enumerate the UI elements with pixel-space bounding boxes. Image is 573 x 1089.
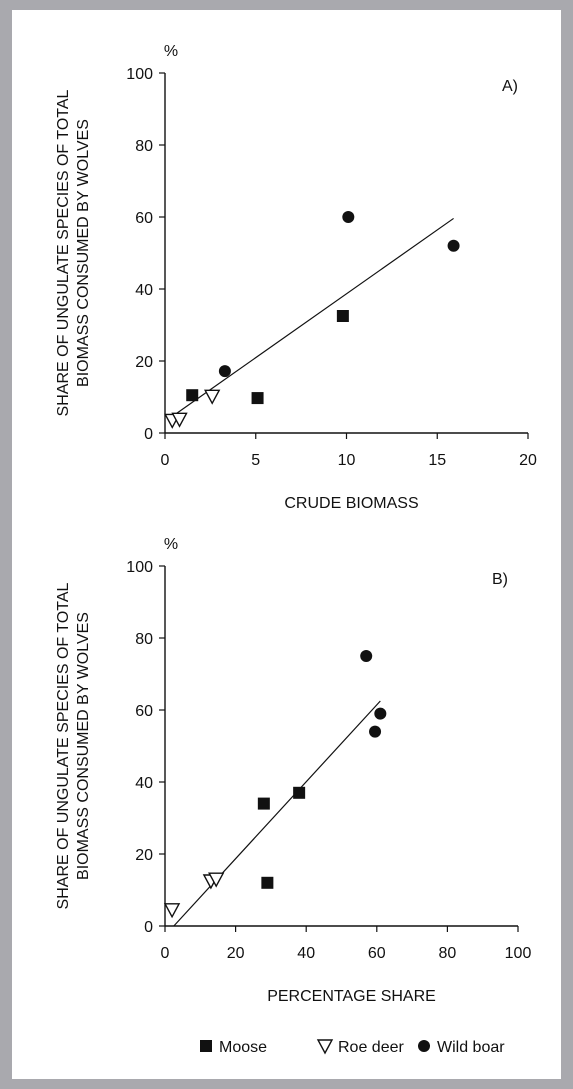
roe-deer-point <box>208 872 225 888</box>
y-tick-label: 80 <box>135 631 153 648</box>
x-axis-title: PERCENTAGE SHARE <box>267 988 436 1005</box>
y-tick-label: 40 <box>135 282 153 299</box>
y-tick-label: 0 <box>144 426 153 443</box>
legend-roe-deer-label: Roe deer <box>338 1039 404 1056</box>
panel-label: B) <box>492 571 508 588</box>
moose-point <box>186 389 199 402</box>
panel-b: 0 20 40 60 80 100 0 20 40 60 80 100% B) PERCENTAGE SH… <box>55 536 531 1005</box>
moose-point <box>336 310 349 322</box>
roe-deer-point <box>163 903 181 919</box>
y-tick-label: 20 <box>135 847 153 864</box>
y-tick-label: 100 <box>126 559 153 576</box>
panel-a: 0 20 40 60 80 100 0 5 10 15 20% A) CRUDE BIOMASS SHAR… <box>55 43 537 512</box>
y-tick-label: 20 <box>135 354 153 371</box>
wild-boar-point <box>218 365 231 378</box>
panel-label: A) <box>502 78 518 95</box>
y-unit-label: % <box>164 536 178 553</box>
x-tick-label: 5 <box>251 452 260 469</box>
y-axis-title: SHARE OF UNGULATE SPECIES OF TOTAL BIOMAS… <box>55 89 92 416</box>
y-tick-label: 80 <box>135 138 153 155</box>
y-tick-label: 40 <box>135 775 153 792</box>
x-tick-label: 0 <box>161 945 170 962</box>
wild-boar-point <box>369 725 382 738</box>
legend-wild-boar-marker <box>418 1040 430 1052</box>
roe-deer-point <box>171 412 188 428</box>
wild-boar-point <box>374 707 387 720</box>
y-axis-title-line: SHARE OF UNGULATE SPECIES OF TOTAL <box>55 582 72 909</box>
x-tick-label: 100 <box>505 945 532 962</box>
x-tick-label: 40 <box>297 945 315 962</box>
legend: Moose Roe deer Wild boar <box>200 1039 505 1056</box>
x-tick-label: 20 <box>227 945 245 962</box>
x-axis-title: CRUDE BIOMASS <box>284 495 418 512</box>
legend-moose-label: Moose <box>219 1039 267 1056</box>
legend-wild-boar-label: Wild boar <box>437 1039 505 1056</box>
x-tick-label: 10 <box>338 452 356 469</box>
moose-point <box>257 797 270 810</box>
legend-roe-deer-marker <box>316 1039 334 1055</box>
moose-point <box>293 786 306 799</box>
wild-boar-point <box>360 650 373 662</box>
y-axis-title-line: BIOMASS CONSUMED BY WOLVES <box>75 612 92 880</box>
wild-boar-point <box>447 239 460 252</box>
y-tick-label: 0 <box>144 919 153 936</box>
roe-deer-point <box>204 389 221 405</box>
x-tick-label: 60 <box>368 945 386 962</box>
y-tick-label: 100 <box>126 66 153 83</box>
x-tick-label: 80 <box>439 945 457 962</box>
wild-boar-point <box>342 211 355 223</box>
regression-line <box>173 700 381 927</box>
moose-point <box>251 392 264 405</box>
moose-point <box>261 876 274 889</box>
legend-moose-marker <box>200 1040 212 1052</box>
y-tick-label: 60 <box>135 703 153 720</box>
y-unit-label: % <box>164 43 178 60</box>
y-tick-label: 60 <box>135 210 153 227</box>
regression-line <box>168 217 454 420</box>
x-tick-label: 20 <box>519 452 537 469</box>
y-axis-title: SHARE OF UNGULATE SPECIES OF TOTAL BIOMAS… <box>55 582 92 909</box>
y-axis-title-line: BIOMASS CONSUMED BY WOLVES <box>75 119 92 387</box>
x-tick-label: 0 <box>161 452 170 469</box>
y-axis-title-line: SHARE OF UNGULATE SPECIES OF TOTAL <box>55 89 72 416</box>
figure-frame <box>12 10 561 1079</box>
x-tick-label: 15 <box>428 452 446 469</box>
